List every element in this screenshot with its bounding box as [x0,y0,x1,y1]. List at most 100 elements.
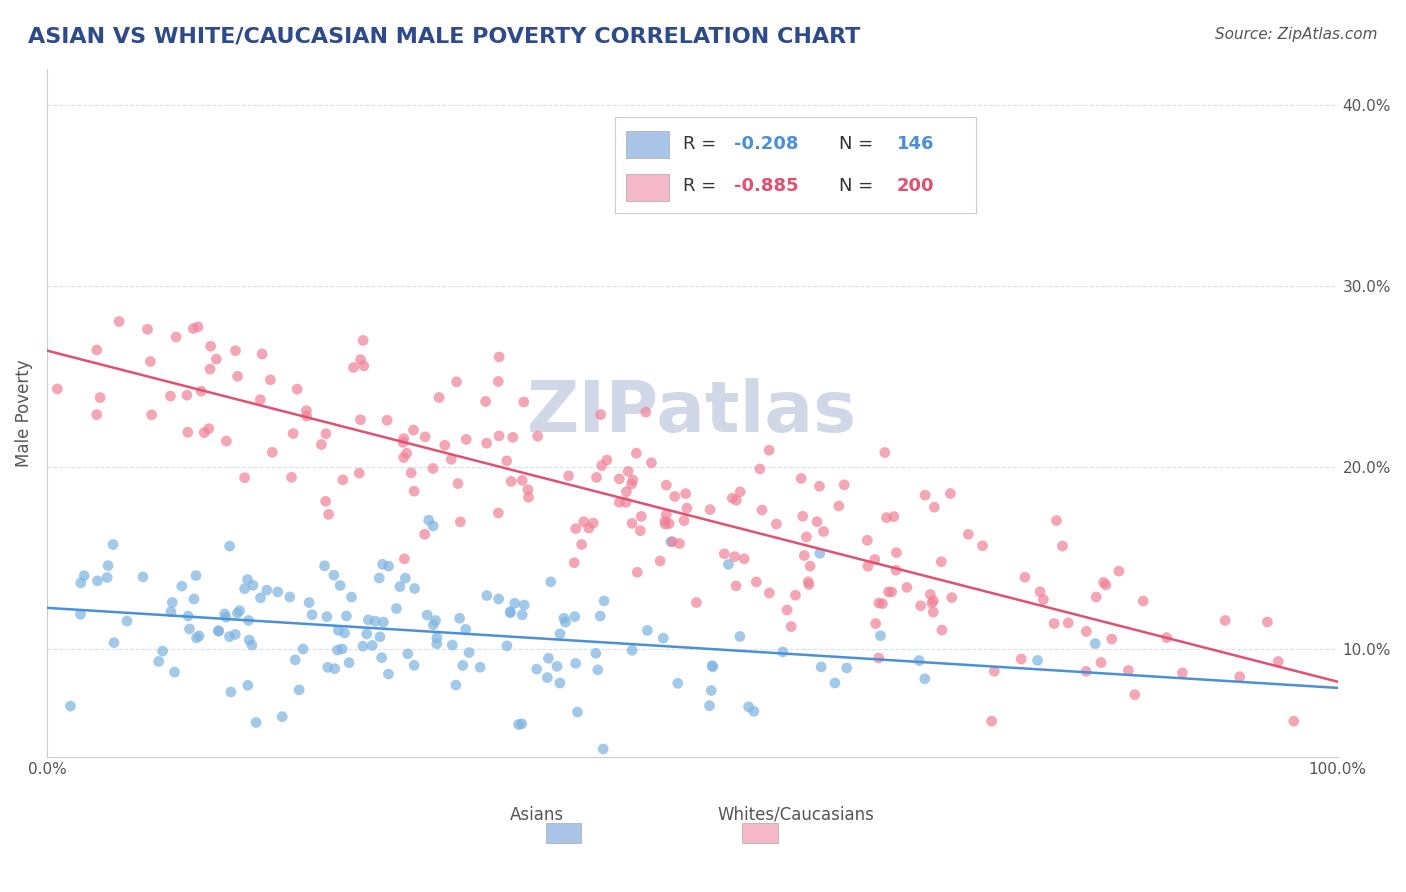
Point [699,502,721,516]
Point [797,577,820,591]
Point [648,554,671,568]
Point [832,478,855,492]
Point [700,683,723,698]
Point [1045,514,1067,528]
Point [215,610,238,624]
Point [285,382,308,396]
Point [373,615,395,629]
Point [132,570,155,584]
Point [808,479,831,493]
Point [713,547,735,561]
Point [758,586,780,600]
Point [353,359,375,373]
Point [621,643,644,657]
Point [249,392,271,407]
Point [586,663,609,677]
Point [447,476,470,491]
Point [908,654,931,668]
Point [592,742,614,756]
Point [449,611,471,625]
Point [797,574,820,589]
Point [626,566,648,580]
Point [162,595,184,609]
Point [1123,688,1146,702]
Point [259,373,281,387]
Point [626,446,648,460]
Point [458,646,481,660]
Point [571,537,593,551]
Point [163,665,186,680]
Text: Whites/Caucasians: Whites/Caucasians [717,805,875,823]
Point [148,654,170,668]
Point [240,638,263,652]
Point [181,321,204,335]
Point [922,500,945,515]
Point [69,575,91,590]
Point [621,516,644,531]
Point [281,426,304,441]
Point [326,643,349,657]
Point [190,384,212,399]
Point [200,339,222,353]
Point [495,454,517,468]
Point [630,509,652,524]
Point [748,462,770,476]
Point [262,445,284,459]
Point [250,347,273,361]
Point [585,470,607,484]
Point [96,570,118,584]
Point [941,591,963,605]
Point [655,478,678,492]
Point [609,472,631,486]
Point [425,614,447,628]
Point [810,660,832,674]
Point [675,486,697,500]
Point [330,641,353,656]
Point [856,559,879,574]
Point [636,624,658,638]
Point [298,596,321,610]
Point [416,607,439,622]
Point [654,517,676,532]
Point [1057,615,1080,630]
Point [236,573,259,587]
Point [591,458,613,473]
Point [349,352,371,367]
Point [742,705,765,719]
Point [1043,616,1066,631]
Point [737,699,759,714]
Point [562,556,585,570]
Point [233,471,256,485]
Point [356,627,378,641]
Point [886,546,908,560]
Point [249,591,271,605]
Point [295,409,318,423]
Point [502,430,524,444]
Point [517,490,540,504]
Point [332,473,354,487]
Point [399,466,422,480]
Point [877,585,900,599]
Point [1132,594,1154,608]
Point [728,630,751,644]
Point [869,629,891,643]
Point [1229,670,1251,684]
Point [364,614,387,628]
Point [86,343,108,357]
Point [668,536,690,550]
Point [284,653,307,667]
Point [661,534,683,549]
Point [392,435,415,450]
Point [785,588,807,602]
Point [446,375,468,389]
Point [733,551,755,566]
Point [186,631,208,645]
Point [207,624,229,638]
Point [1156,631,1178,645]
Point [193,425,215,440]
Point [314,558,336,573]
Point [972,539,994,553]
Point [1076,624,1098,639]
Point [488,350,510,364]
Point [86,574,108,588]
